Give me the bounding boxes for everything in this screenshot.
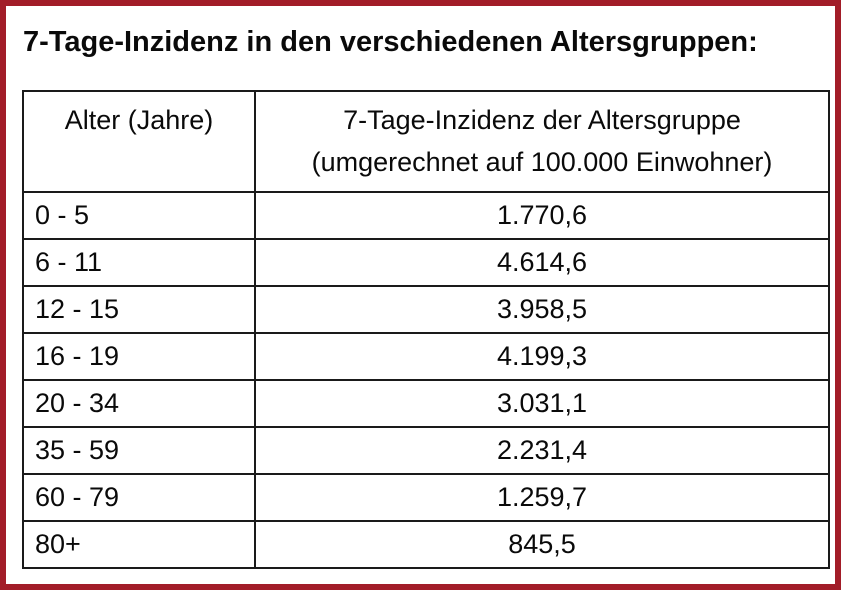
age-cell: 60 - 79: [22, 473, 256, 522]
table-row: 16 - 19 4.199,3: [22, 332, 830, 381]
table-row: 60 - 79 1.259,7: [22, 473, 830, 522]
page-title: 7-Tage-Inzidenz in den verschiedenen Alt…: [23, 26, 758, 58]
incidence-table: Alter (Jahre) 7-Tage-Inzidenz der Alters…: [22, 90, 830, 569]
age-cell: 20 - 34: [22, 379, 256, 428]
age-cell: 80+: [22, 520, 256, 569]
age-cell: 0 - 5: [22, 191, 256, 240]
table-row: 6 - 11 4.614,6: [22, 238, 830, 287]
age-cell: 35 - 59: [22, 426, 256, 475]
age-cell: 16 - 19: [22, 332, 256, 381]
column-header-incidence-line1: 7-Tage-Inzidenz der Altersgruppe: [343, 105, 741, 135]
column-header-incidence: 7-Tage-Inzidenz der Altersgruppe (umgere…: [254, 90, 830, 193]
incidence-cell: 1.259,7: [254, 473, 830, 522]
incidence-cell: 3.031,1: [254, 379, 830, 428]
incidence-cell: 4.614,6: [254, 238, 830, 287]
table-body: 0 - 5 1.770,6 6 - 11 4.614,6 12 - 15 3.958,5 1…: [22, 191, 830, 569]
column-header-age: Alter (Jahre): [22, 90, 256, 193]
incidence-cell: 3.958,5: [254, 285, 830, 334]
table-row: 35 - 59 2.231,4: [22, 426, 830, 475]
incidence-cell: 2.231,4: [254, 426, 830, 475]
table-header-row: Alter (Jahre) 7-Tage-Inzidenz der Alters…: [22, 90, 830, 193]
table-row: 80+ 845,5: [22, 520, 830, 569]
incidence-cell: 4.199,3: [254, 332, 830, 381]
age-cell: 12 - 15: [22, 285, 256, 334]
age-cell: 6 - 11: [22, 238, 256, 287]
table-row: 0 - 5 1.770,6: [22, 191, 830, 240]
incidence-cell: 1.770,6: [254, 191, 830, 240]
column-header-incidence-line2: (umgerechnet auf 100.000 Einwohner): [311, 147, 773, 177]
table-row: 20 - 34 3.031,1: [22, 379, 830, 428]
incidence-cell: 845,5: [254, 520, 830, 569]
table-row: 12 - 15 3.958,5: [22, 285, 830, 334]
